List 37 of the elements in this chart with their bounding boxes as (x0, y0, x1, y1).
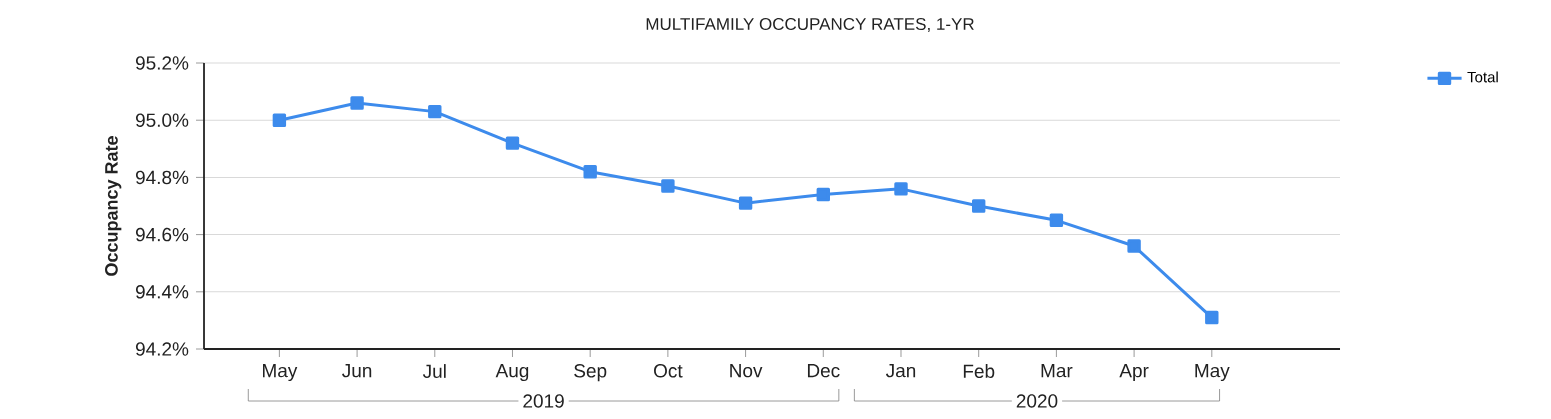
x-tick-label: Feb (963, 364, 995, 379)
point (738, 196, 753, 210)
y-tick-label: 94.2% (135, 342, 189, 356)
text: 2020 (1016, 394, 1058, 408)
point (972, 199, 986, 213)
point (428, 104, 442, 119)
x-tick-label: Oct (654, 364, 683, 378)
x-tick-label: Apr (1119, 364, 1149, 382)
y-tick-label: 94.4% (135, 285, 189, 299)
x-tick-label: Nov (730, 364, 763, 378)
point (350, 96, 364, 110)
x-tick-label: May (1195, 364, 1230, 382)
legend-label: Total (1467, 71, 1498, 83)
point (1049, 213, 1064, 227)
text: 2019 (523, 394, 564, 408)
x-tick-label: Aug (495, 364, 529, 382)
chart-title: MULTIFAMILY OCCUPANCY RATES, 1-YR (646, 17, 974, 33)
x-tick-label: Mar (1041, 364, 1073, 378)
point (1127, 239, 1141, 253)
point (1205, 310, 1219, 325)
x-tick-label: Jul (422, 364, 446, 379)
y-tick-label: 94.8% (135, 170, 189, 185)
x-tick-label: Dec (807, 364, 840, 378)
x-tick-label: Sep (574, 364, 607, 382)
point (505, 136, 520, 150)
x-tick-label: May (263, 364, 298, 382)
point (272, 113, 287, 127)
y-tick-label: 94.6% (135, 227, 189, 242)
point (661, 179, 675, 193)
point (583, 164, 597, 179)
y-tick-label: 95.0% (135, 113, 189, 127)
point (816, 187, 830, 202)
y-axis-title: Occupancy Rate (105, 136, 122, 276)
x-tick-label: Jan (885, 364, 916, 378)
point (894, 182, 908, 196)
x-tick-label: Jun (342, 364, 372, 378)
y-tick-label: 95.2% (135, 56, 189, 70)
